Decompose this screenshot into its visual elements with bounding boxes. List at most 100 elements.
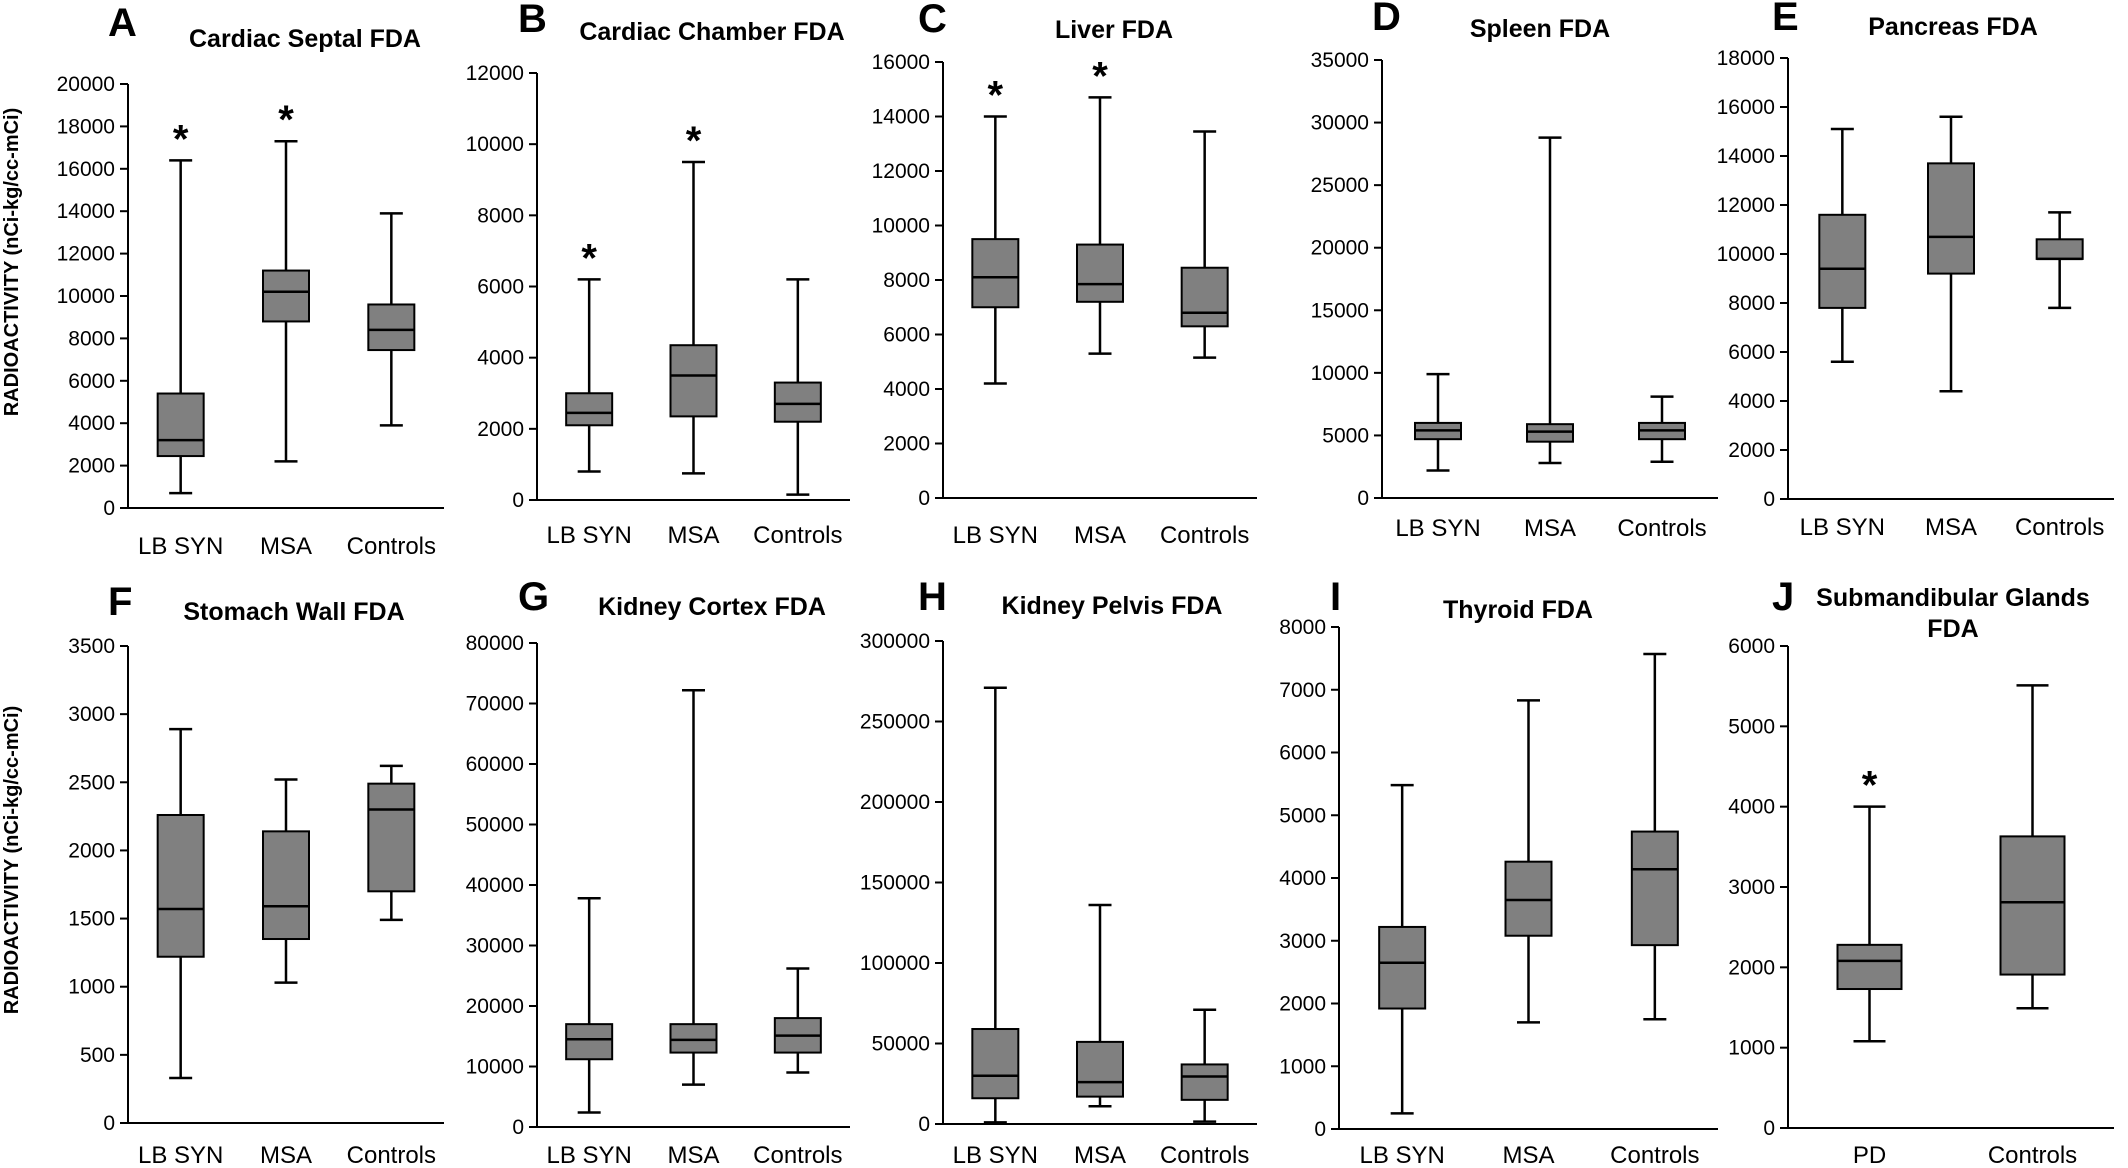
panel-title: Stomach Wall FDA [183, 598, 404, 626]
y-tick-label: 10000 [466, 1056, 524, 1079]
box-lb-syn: * [971, 74, 1020, 385]
y-tick-label: 500 [80, 1044, 115, 1067]
category-label: MSA [260, 533, 312, 560]
category-label: Controls [2015, 514, 2104, 541]
category-label: MSA [1074, 1142, 1126, 1168]
y-tick-label: 15000 [1311, 299, 1369, 322]
y-tick-label: 80000 [466, 632, 524, 655]
y-tick-label: 20000 [57, 73, 115, 96]
y-tick-label: 5000 [1728, 715, 1775, 738]
box-controls [367, 764, 416, 922]
category-label: MSA [1925, 514, 1977, 541]
y-tick-label: 12000 [872, 160, 930, 183]
y-tick-label: 150000 [860, 872, 930, 895]
y-tick-label: 20000 [466, 995, 524, 1018]
y-tick-label: 2000 [68, 455, 115, 478]
category-label: Controls [1160, 1142, 1249, 1168]
y-tick-label: 0 [1357, 487, 1369, 510]
panel-title: Pancreas FDA [1868, 13, 2038, 41]
category-label: LB SYN [953, 522, 1038, 549]
panel-f: F Stomach Wall FDA 0 500 1000 1500 2000 2500 300… [68, 580, 444, 1168]
box-iqr [971, 1028, 1020, 1100]
significance-star: * [173, 117, 189, 161]
box-msa [1076, 903, 1124, 1108]
y-axis-label-top-row: RADIOACTIVITY (nCi-kg/cc-mCi) [1, 108, 23, 417]
significance-star: * [988, 74, 1004, 118]
panel-letter: C [918, 0, 947, 41]
y-tick-label: 4000 [1728, 390, 1775, 413]
panel-letter: A [108, 1, 137, 45]
box-lb-syn [1414, 372, 1462, 472]
box-iqr [1076, 1040, 1124, 1098]
panel-e: E Pancreas FDA 0 2000 4000 6000 8000 10000 12000… [1717, 0, 2114, 541]
box-iqr [156, 813, 205, 958]
significance-star: * [278, 98, 294, 142]
y-tick-label: 12000 [466, 62, 524, 85]
category-label: LB SYN [546, 1142, 631, 1168]
box-iqr [565, 392, 614, 427]
y-tick-label: 100000 [860, 952, 930, 975]
y-tick-label: 0 [512, 489, 524, 512]
box-controls [367, 212, 416, 427]
box-iqr [773, 381, 822, 423]
box-iqr [1180, 1063, 1229, 1101]
y-tick-label: 5000 [1322, 424, 1369, 447]
box-iqr [1836, 943, 1903, 991]
box-lb-syn: * [565, 236, 614, 473]
panel-title: Cardiac Septal FDA [189, 25, 421, 53]
box-msa [262, 778, 310, 984]
box-iqr [156, 392, 205, 458]
box-controls [1999, 684, 2066, 1010]
y-tick-label: 1000 [1728, 1037, 1775, 1060]
panel-b: B Cardiac Chamber FDA 0 2000 4000 6000 8000 100… [466, 0, 850, 549]
y-tick-label: 50000 [872, 1033, 930, 1056]
y-tick-label: 0 [103, 497, 115, 520]
box-controls [1180, 1008, 1229, 1123]
box-iqr [1526, 423, 1574, 443]
box-controls [1180, 130, 1229, 359]
y-axis-label-bottom-row: RADIOACTIVITY (nCi-kg/cc-mCi) [1, 706, 23, 1015]
panels: A Cardiac Septal FDA 0 2000 4000 6000 8000 1000… [57, 0, 2114, 1168]
panel-title: Spleen FDA [1470, 15, 1610, 43]
box-lb-syn [565, 897, 614, 1114]
y-tick-label: 2000 [68, 839, 115, 862]
box-iqr [1818, 213, 1867, 309]
y-tick-label: 6000 [68, 370, 115, 393]
box-controls [773, 967, 822, 1074]
box-lb-syn [971, 686, 1020, 1124]
y-tick-label: 4000 [1279, 867, 1326, 890]
y-tick-label: 8000 [1728, 292, 1775, 315]
y-tick-label: 14000 [872, 106, 930, 129]
y-tick-label: 2000 [1728, 956, 1775, 979]
panel-title: Liver FDA [1055, 16, 1173, 44]
significance-star: * [1862, 764, 1878, 808]
panel-letter: D [1372, 0, 1401, 39]
y-tick-label: 8000 [883, 269, 930, 292]
y-tick-label: 12000 [1717, 194, 1775, 217]
y-tick-label: 30000 [466, 935, 524, 958]
panel-title: Cardiac Chamber FDA [579, 18, 844, 46]
category-label: Controls [1160, 522, 1249, 549]
y-tick-label: 3000 [68, 703, 115, 726]
panel-j: J Submandibular Glands FDA 0 1000 2000 3000 400… [1728, 575, 2114, 1168]
panel-letter: H [918, 575, 947, 619]
y-tick-label: 16000 [872, 51, 930, 74]
y-tick-label: 0 [918, 1113, 930, 1136]
y-tick-label: 7000 [1279, 679, 1326, 702]
panel-letter: E [1772, 0, 1799, 39]
y-tick-label: 4000 [477, 347, 524, 370]
category-label: Controls [1610, 1142, 1699, 1168]
panel-title: Kidney Pelvis FDA [1002, 592, 1223, 620]
box-controls [773, 278, 822, 496]
panel-letter: I [1330, 575, 1341, 619]
panel-title: Kidney Cortex FDA [598, 593, 826, 621]
category-label: Controls [347, 1142, 436, 1168]
y-tick-label: 6000 [1728, 635, 1775, 658]
category-label: MSA [1502, 1142, 1554, 1168]
y-tick-label: 8000 [1279, 616, 1326, 639]
box-msa: * [669, 119, 718, 475]
y-tick-label: 16000 [1717, 96, 1775, 119]
y-tick-label: 0 [512, 1116, 524, 1139]
y-tick-label: 200000 [860, 791, 930, 814]
box-iqr [1180, 266, 1229, 328]
